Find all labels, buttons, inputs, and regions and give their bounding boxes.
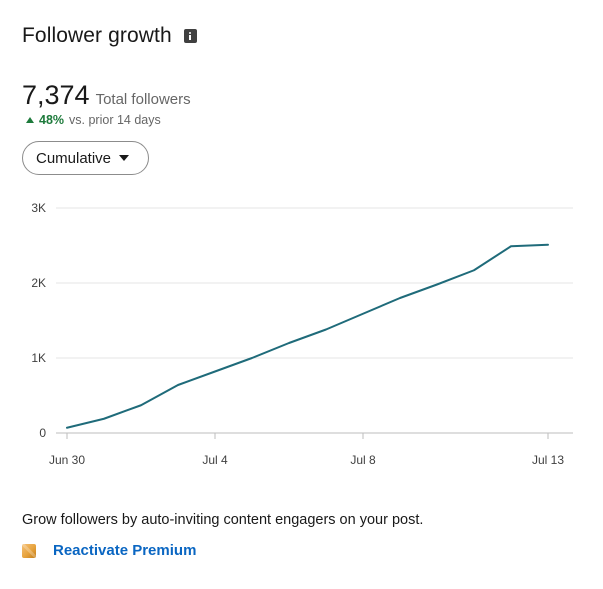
data-point[interactable] — [61, 422, 73, 434]
total-followers-value: 7,374 — [22, 80, 90, 110]
total-followers-label: Total followers — [95, 91, 191, 108]
y-tick-label: 2K — [31, 276, 46, 290]
data-point[interactable] — [542, 239, 554, 251]
follower-growth-chart: 0 1K 2K 3K Jun 30 Jul 4 Jul 8 Jul 13 — [31, 201, 573, 467]
data-point[interactable] — [246, 352, 258, 364]
data-point[interactable] — [357, 308, 369, 320]
data-point[interactable] — [135, 399, 147, 411]
data-point[interactable] — [468, 264, 480, 276]
x-tick-label: Jun 30 — [49, 453, 85, 467]
data-point[interactable] — [209, 366, 221, 378]
promo-text: Grow followers by auto-inviting content … — [22, 512, 424, 528]
data-point[interactable] — [98, 413, 110, 425]
data-point[interactable] — [431, 279, 443, 291]
data-point[interactable] — [394, 292, 406, 304]
reactivate-premium-link[interactable]: Reactivate Premium — [53, 542, 197, 559]
series-line — [66, 243, 549, 429]
y-tick-label: 3K — [31, 201, 46, 215]
info-icon[interactable] — [183, 29, 197, 43]
data-point[interactable] — [283, 337, 295, 349]
change-label: vs. prior 14 days — [69, 113, 161, 127]
change-percent: 48% — [39, 113, 65, 127]
x-tick-label: Jul 13 — [532, 453, 564, 467]
data-point[interactable] — [320, 324, 332, 336]
reactivate-premium-row[interactable]: Reactivate Premium — [22, 542, 196, 559]
x-tick-label: Jul 4 — [202, 453, 228, 467]
caret-down-icon — [119, 155, 130, 161]
follower-change: 48% vs. prior 14 days — [26, 113, 161, 127]
premium-icon — [22, 543, 36, 558]
view-mode-dropdown[interactable]: Cumulative — [22, 141, 149, 175]
page-title: Follower growth — [22, 24, 172, 47]
data-point[interactable] — [505, 240, 517, 252]
dropdown-selected-value: Cumulative — [36, 149, 112, 167]
total-followers-metric: 7,374 Total followers — [22, 80, 191, 111]
y-tick-label: 0 — [39, 426, 46, 440]
arrow-up-icon — [26, 117, 34, 123]
data-point[interactable] — [172, 379, 184, 391]
x-tick-label: Jul 8 — [350, 453, 376, 467]
header: Follower growth — [22, 24, 197, 48]
y-tick-label: 1K — [31, 351, 46, 365]
